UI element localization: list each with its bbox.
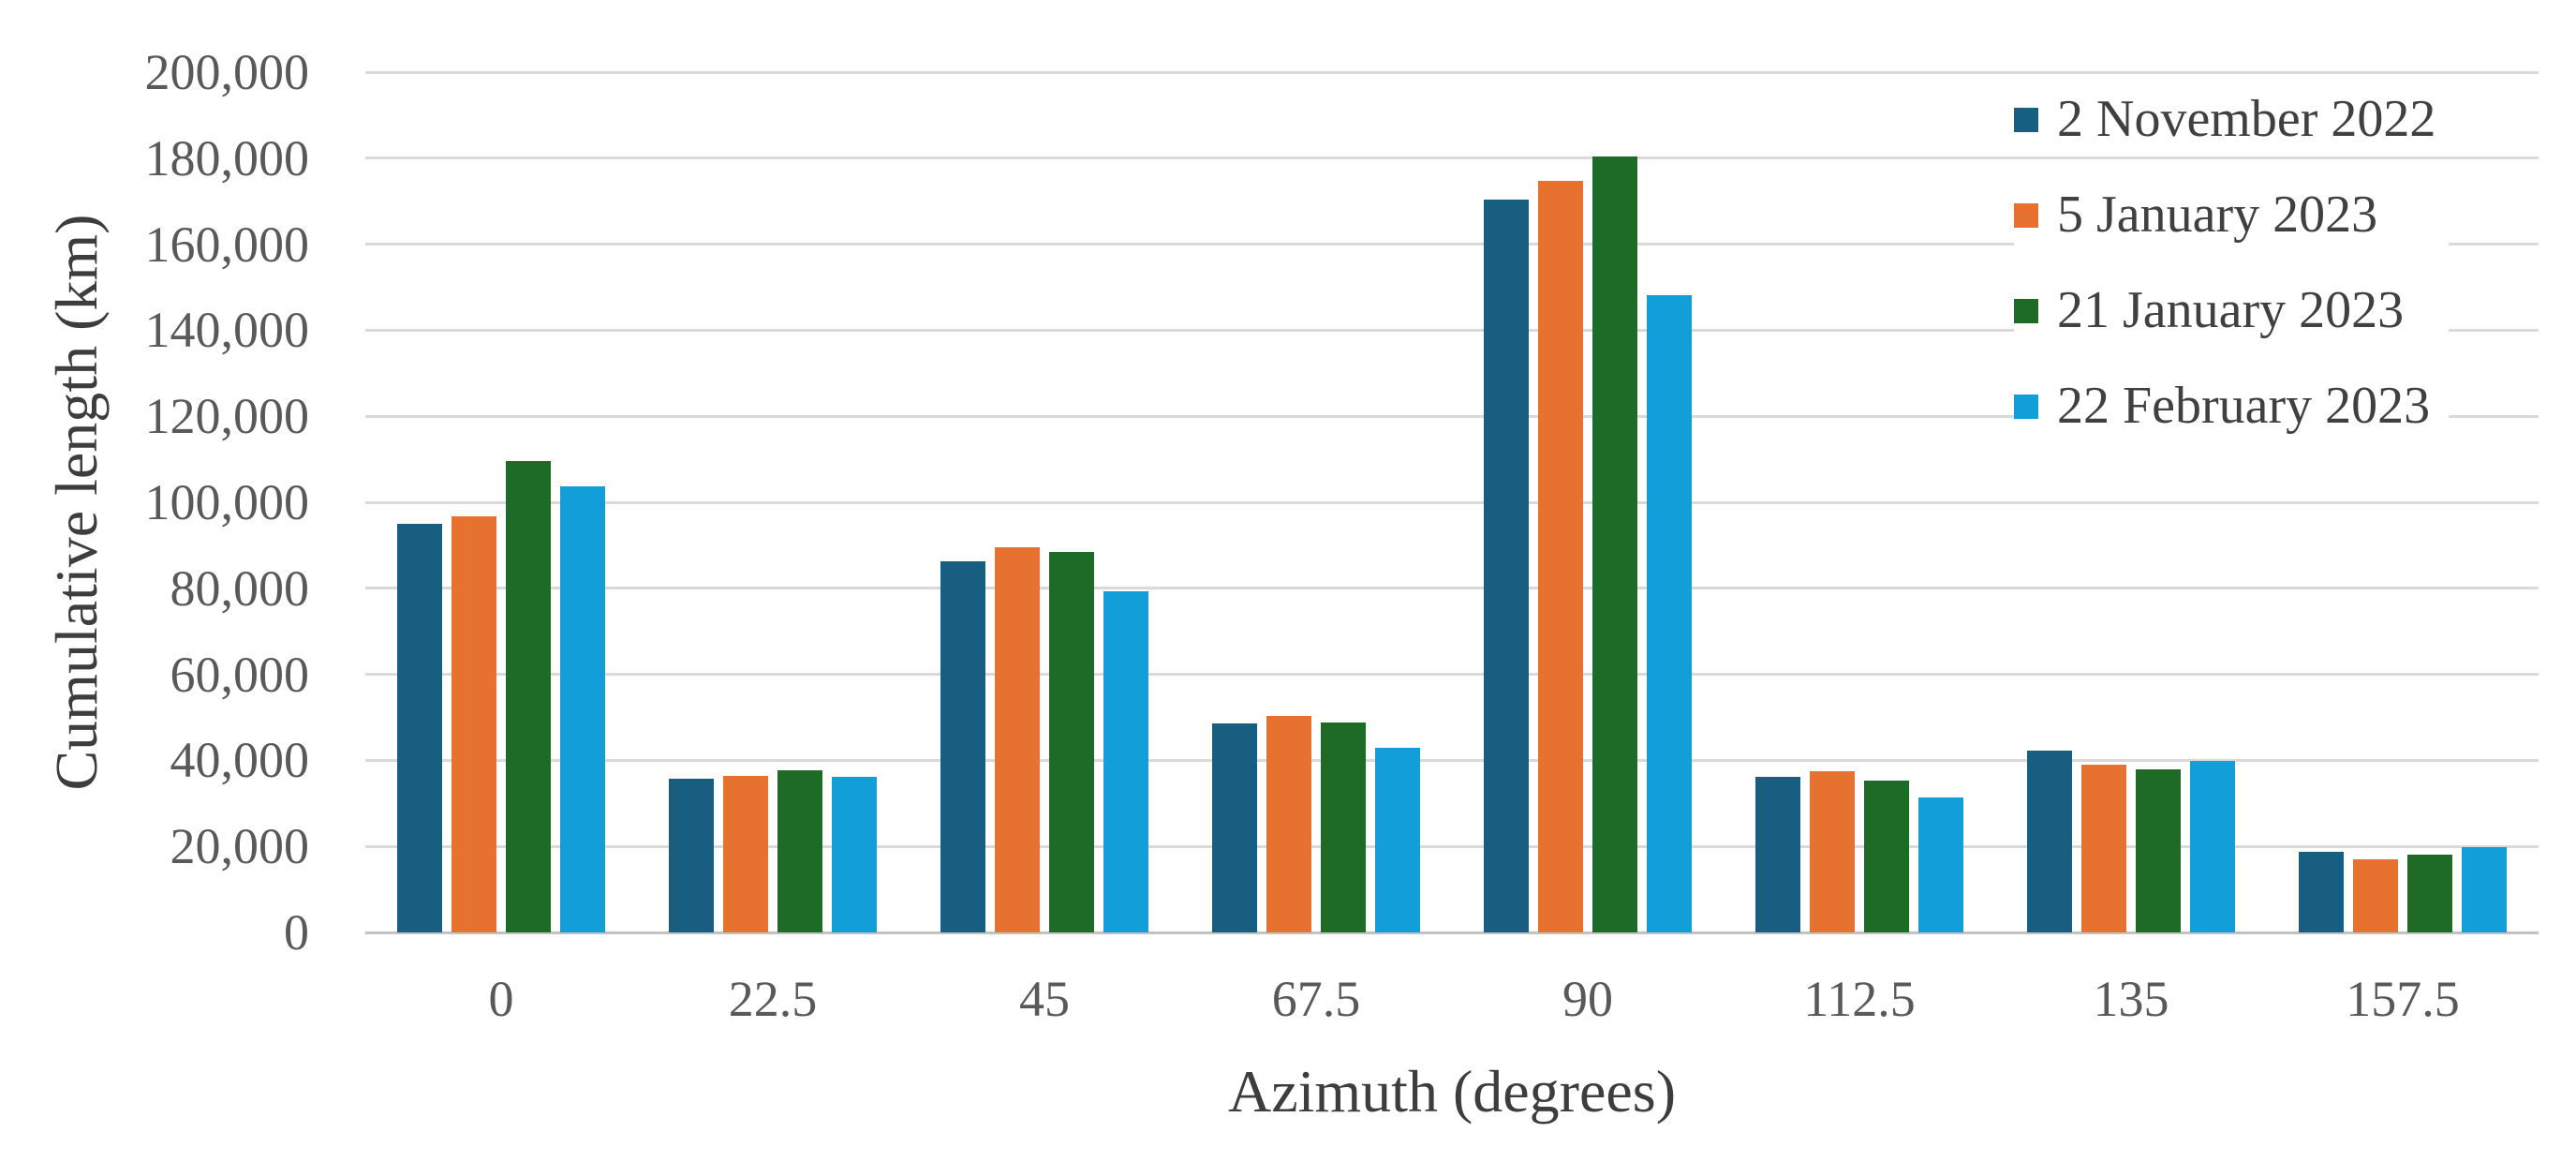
y-axis-tick-labels: 0 20,000 40,000 60,000 80,000 100,000 120,000 1… [0,44,310,961]
legend-swatch-icon [2014,299,2038,323]
legend: 2 November 2022 5 January 2023 21 January … [2014,88,2450,439]
legend-label: 2 November 2022 [2057,90,2436,149]
legend-item: 22 February 2023 [2014,375,2450,439]
legend-swatch-icon [2014,203,2038,228]
gridline [365,414,2539,418]
bar-group-67.5 [1180,72,1452,932]
y-tick-label: 0 [284,904,309,961]
x-tick-label: 22.5 [728,971,818,1027]
bar-21-january-2023-90 [1592,156,1637,932]
y-tick-label: 20,000 [170,818,310,875]
bar-21-january-2023-22.5 [777,769,822,932]
bar-22-february-2023-67.5 [1375,747,1420,932]
bar-5-january-2023-67.5 [1266,716,1311,932]
bar-groups [365,72,2539,932]
bar-22-february-2023-135 [2190,760,2235,932]
bar-2-november-2022-135 [2027,751,2072,932]
legend-label: 22 February 2023 [2057,377,2431,436]
bar-group-112.5 [1724,72,1995,932]
bar-group-135 [1995,72,2267,932]
legend-label: 21 January 2023 [2057,281,2405,340]
bar-5-january-2023-45 [995,546,1040,932]
y-tick-label: 80,000 [170,559,310,617]
bar-5-january-2023-135 [2081,765,2126,932]
bar-22-february-2023-90 [1647,294,1692,932]
bar-group-45 [909,72,1180,932]
legend-item: 5 January 2023 [2014,184,2450,247]
plot-area [365,70,2539,934]
x-axis-title: Azimuth (degrees) [1227,1058,1677,1125]
legend-swatch-icon [2014,395,2038,419]
gridline [365,758,2539,762]
x-tick-label: 112.5 [1803,971,1916,1027]
bar-2-november-2022-67.5 [1212,723,1257,932]
bar-21-january-2023-112.5 [1864,781,1909,932]
bar-22-february-2023-0 [560,486,605,932]
bar-group-157.5 [2267,72,2539,932]
x-tick-label: 90 [1562,971,1613,1027]
x-tick-label: 135 [2093,971,2169,1027]
gridline [365,156,2539,160]
y-tick-label: 140,000 [144,302,310,359]
x-tick-label: 45 [1019,971,1070,1027]
bar-2-november-2022-45 [940,561,985,932]
bar-group-0 [365,72,637,932]
legend-item: 2 November 2022 [2014,88,2450,152]
bar-21-january-2023-0 [506,461,551,932]
y-tick-label: 60,000 [170,646,310,703]
x-axis-line [365,931,2539,934]
bar-group-22.5 [637,72,909,932]
bar-5-january-2023-157.5 [2353,858,2398,932]
gridline [365,500,2539,504]
bar-21-january-2023-45 [1049,552,1094,932]
y-tick-label: 120,000 [144,388,310,445]
x-axis-tick-labels: 0 22.5 45 67.5 90 112.5 135 157.5 [365,970,2539,1028]
bar-22-february-2023-22.5 [832,776,877,932]
bar-21-january-2023-157.5 [2407,855,2452,932]
legend-label: 5 January 2023 [2057,186,2378,245]
bar-21-january-2023-67.5 [1321,723,1366,932]
gridline [365,673,2539,677]
bar-2-november-2022-0 [397,523,442,932]
gridline [365,328,2539,332]
bar-2-november-2022-112.5 [1755,776,1800,932]
bar-2-november-2022-157.5 [2299,851,2344,932]
x-tick-label: 67.5 [1271,971,1361,1027]
bar-2-november-2022-22.5 [669,779,714,932]
bar-21-january-2023-135 [2136,768,2181,932]
y-tick-label: 180,000 [144,129,310,186]
y-tick-label: 160,000 [144,216,310,273]
bar-group-90 [1452,72,1724,932]
x-tick-label: 157.5 [2346,971,2460,1027]
bar-5-january-2023-90 [1538,181,1583,932]
bar-5-january-2023-112.5 [1810,770,1855,932]
x-tick-label: 0 [488,971,514,1027]
bar-22-february-2023-112.5 [1918,797,1963,932]
gridline [365,70,2539,74]
legend-item: 21 January 2023 [2014,279,2450,343]
gridline [365,587,2539,590]
y-tick-label: 100,000 [144,474,310,530]
bar-22-february-2023-45 [1103,591,1148,932]
legend-swatch-icon [2014,108,2038,132]
bar-5-january-2023-0 [452,516,496,932]
bar-5-january-2023-22.5 [723,775,768,932]
y-tick-label: 200,000 [144,44,310,100]
gridline [365,243,2539,246]
y-tick-label: 40,000 [170,732,310,789]
bar-22-february-2023-157.5 [2462,847,2507,932]
bar-2-november-2022-90 [1484,200,1529,932]
gridline [365,844,2539,848]
